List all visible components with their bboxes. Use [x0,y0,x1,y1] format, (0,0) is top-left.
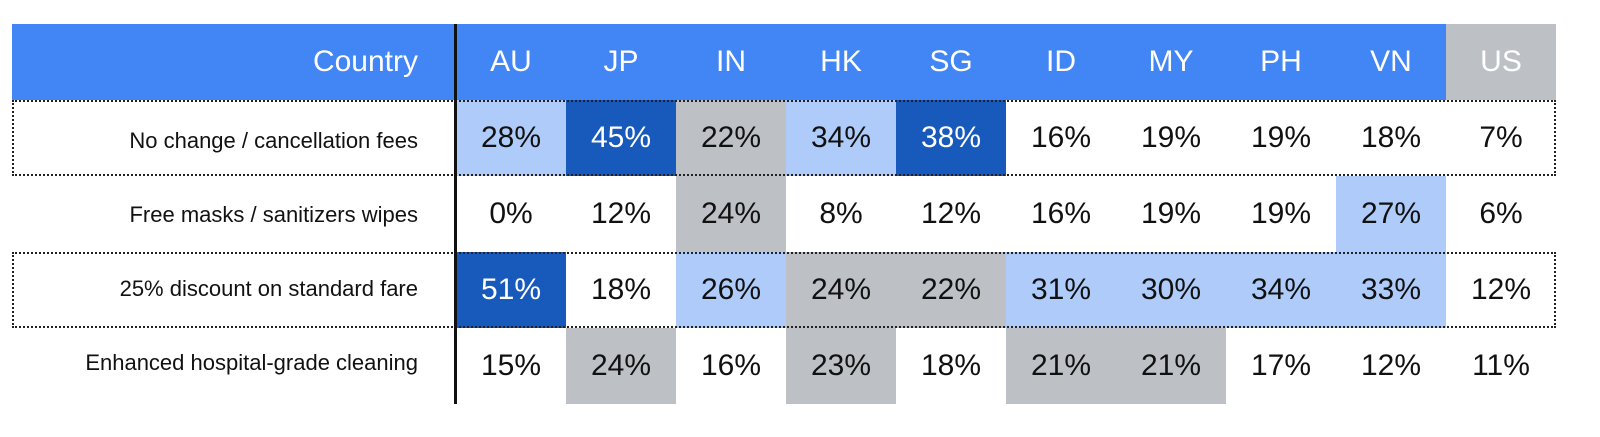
value-cell: 12% [1446,252,1556,328]
row-label: Enhanced hospital-grade cleaning [85,350,418,375]
value-cell: 21% [1006,328,1116,404]
column-header-sg: SG [896,24,1006,100]
value-cell: 21% [1116,328,1226,404]
column-header-au: AU [456,24,566,100]
value-cell: 19% [1116,100,1226,176]
value-cell: 51% [456,252,566,328]
value-cell: 18% [1336,100,1446,176]
value-cell: 12% [566,176,676,252]
value-cell: 15% [456,328,566,404]
value-cell: 34% [1226,252,1336,328]
value-cell: 28% [456,100,566,176]
column-header-vn: VN [1336,24,1446,100]
value-cell: 27% [1336,176,1446,252]
column-header-my: MY [1116,24,1226,100]
value-cell: 31% [1006,252,1116,328]
value-cell: 23% [786,328,896,404]
value-cell: 16% [1006,176,1116,252]
column-header-in: IN [676,24,786,100]
column-header-id: ID [1006,24,1116,100]
column-header-us: US [1446,24,1556,100]
value-cell: 33% [1336,252,1446,328]
value-cell: 12% [896,176,1006,252]
column-header-jp: JP [566,24,676,100]
value-cell: 22% [896,252,1006,328]
value-cell: 16% [1006,100,1116,176]
value-cell: 12% [1336,328,1446,404]
value-cell: 30% [1116,252,1226,328]
value-cell: 11% [1446,328,1556,404]
value-cell: 6% [1446,176,1556,252]
value-cell: 34% [786,100,896,176]
value-cell: 16% [676,328,786,404]
value-cell: 24% [676,176,786,252]
header-country-label: Country [12,24,456,100]
value-cell: 26% [676,252,786,328]
value-cell: 18% [896,328,1006,404]
column-header-ph: PH [1226,24,1336,100]
value-cell: 19% [1116,176,1226,252]
value-cell: 17% [1226,328,1336,404]
column-divider [454,24,457,404]
value-cell: 8% [786,176,896,252]
value-cell: 24% [566,328,676,404]
row-label: No change / cancellation fees [129,128,418,153]
value-cell: 19% [1226,176,1336,252]
value-cell: 22% [676,100,786,176]
value-cell: 19% [1226,100,1336,176]
row-label: Free masks / sanitizers wipes [129,202,418,227]
value-cell: 38% [896,100,1006,176]
value-cell: 0% [456,176,566,252]
value-cell: 24% [786,252,896,328]
value-cell: 45% [566,100,676,176]
value-cell: 7% [1446,100,1556,176]
value-cell: 18% [566,252,676,328]
column-header-hk: HK [786,24,896,100]
row-label: 25% discount on standard fare [119,276,418,301]
